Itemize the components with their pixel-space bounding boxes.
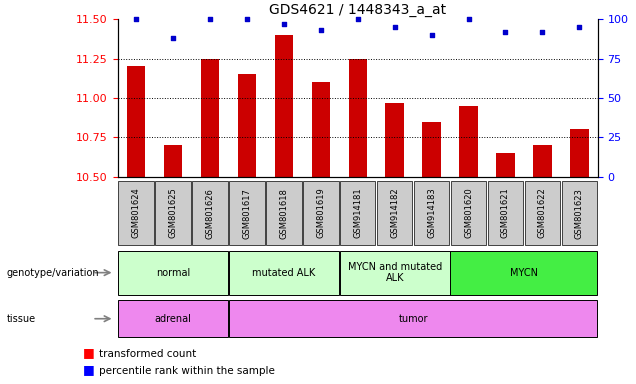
Text: GSM914182: GSM914182 xyxy=(391,188,399,238)
FancyBboxPatch shape xyxy=(450,250,597,295)
Text: percentile rank within the sample: percentile rank within the sample xyxy=(99,366,275,376)
Text: MYCN and mutated
ALK: MYCN and mutated ALK xyxy=(347,262,442,283)
Bar xyxy=(533,145,551,177)
Text: GSM801624: GSM801624 xyxy=(132,188,141,238)
Point xyxy=(464,16,474,22)
Text: GSM801620: GSM801620 xyxy=(464,188,473,238)
Text: mutated ALK: mutated ALK xyxy=(252,268,315,278)
Text: MYCN: MYCN xyxy=(510,268,538,278)
Bar xyxy=(201,58,219,177)
Text: GSM801623: GSM801623 xyxy=(575,188,584,238)
FancyBboxPatch shape xyxy=(303,181,338,245)
Text: GSM801617: GSM801617 xyxy=(242,188,251,238)
Text: ■: ■ xyxy=(83,363,94,376)
Text: GSM801622: GSM801622 xyxy=(538,188,547,238)
Bar xyxy=(349,58,367,177)
Point xyxy=(427,32,437,38)
Point xyxy=(242,16,252,22)
FancyBboxPatch shape xyxy=(192,181,228,245)
FancyBboxPatch shape xyxy=(377,181,412,245)
Bar xyxy=(496,153,515,177)
Text: genotype/variation: genotype/variation xyxy=(6,268,99,278)
Point xyxy=(205,16,215,22)
Text: GSM914183: GSM914183 xyxy=(427,188,436,238)
Text: GSM801618: GSM801618 xyxy=(279,188,288,238)
Text: GSM801626: GSM801626 xyxy=(205,188,214,238)
Point xyxy=(537,29,548,35)
Text: ■: ■ xyxy=(83,346,94,359)
FancyBboxPatch shape xyxy=(118,250,228,295)
FancyBboxPatch shape xyxy=(229,300,597,337)
Bar xyxy=(238,74,256,177)
Text: tissue: tissue xyxy=(6,314,36,324)
Bar xyxy=(422,121,441,177)
FancyBboxPatch shape xyxy=(525,181,560,245)
FancyBboxPatch shape xyxy=(118,181,154,245)
Bar xyxy=(570,129,588,177)
FancyBboxPatch shape xyxy=(414,181,450,245)
Text: GSM801619: GSM801619 xyxy=(316,188,325,238)
Text: GSM801621: GSM801621 xyxy=(501,188,510,238)
Bar xyxy=(459,106,478,177)
Point xyxy=(315,27,326,33)
Bar xyxy=(164,145,183,177)
FancyBboxPatch shape xyxy=(340,181,375,245)
Title: GDS4621 / 1448343_a_at: GDS4621 / 1448343_a_at xyxy=(269,3,446,17)
FancyBboxPatch shape xyxy=(118,300,228,337)
Bar xyxy=(312,82,330,177)
Point xyxy=(352,16,363,22)
Text: tumor: tumor xyxy=(398,314,428,324)
FancyBboxPatch shape xyxy=(562,181,597,245)
Text: GSM914181: GSM914181 xyxy=(353,188,363,238)
Point xyxy=(501,29,511,35)
Point xyxy=(279,21,289,27)
FancyBboxPatch shape xyxy=(155,181,191,245)
Bar xyxy=(275,35,293,177)
FancyBboxPatch shape xyxy=(488,181,523,245)
FancyBboxPatch shape xyxy=(340,250,450,295)
Text: transformed count: transformed count xyxy=(99,349,196,359)
FancyBboxPatch shape xyxy=(451,181,487,245)
FancyBboxPatch shape xyxy=(229,250,339,295)
FancyBboxPatch shape xyxy=(266,181,301,245)
Text: normal: normal xyxy=(156,268,190,278)
Text: GSM801625: GSM801625 xyxy=(169,188,177,238)
Text: adrenal: adrenal xyxy=(155,314,191,324)
Bar xyxy=(127,66,146,177)
Point xyxy=(168,35,178,41)
Point xyxy=(574,24,584,30)
Point xyxy=(390,24,400,30)
FancyBboxPatch shape xyxy=(229,181,265,245)
Point xyxy=(131,16,141,22)
Bar xyxy=(385,103,404,177)
